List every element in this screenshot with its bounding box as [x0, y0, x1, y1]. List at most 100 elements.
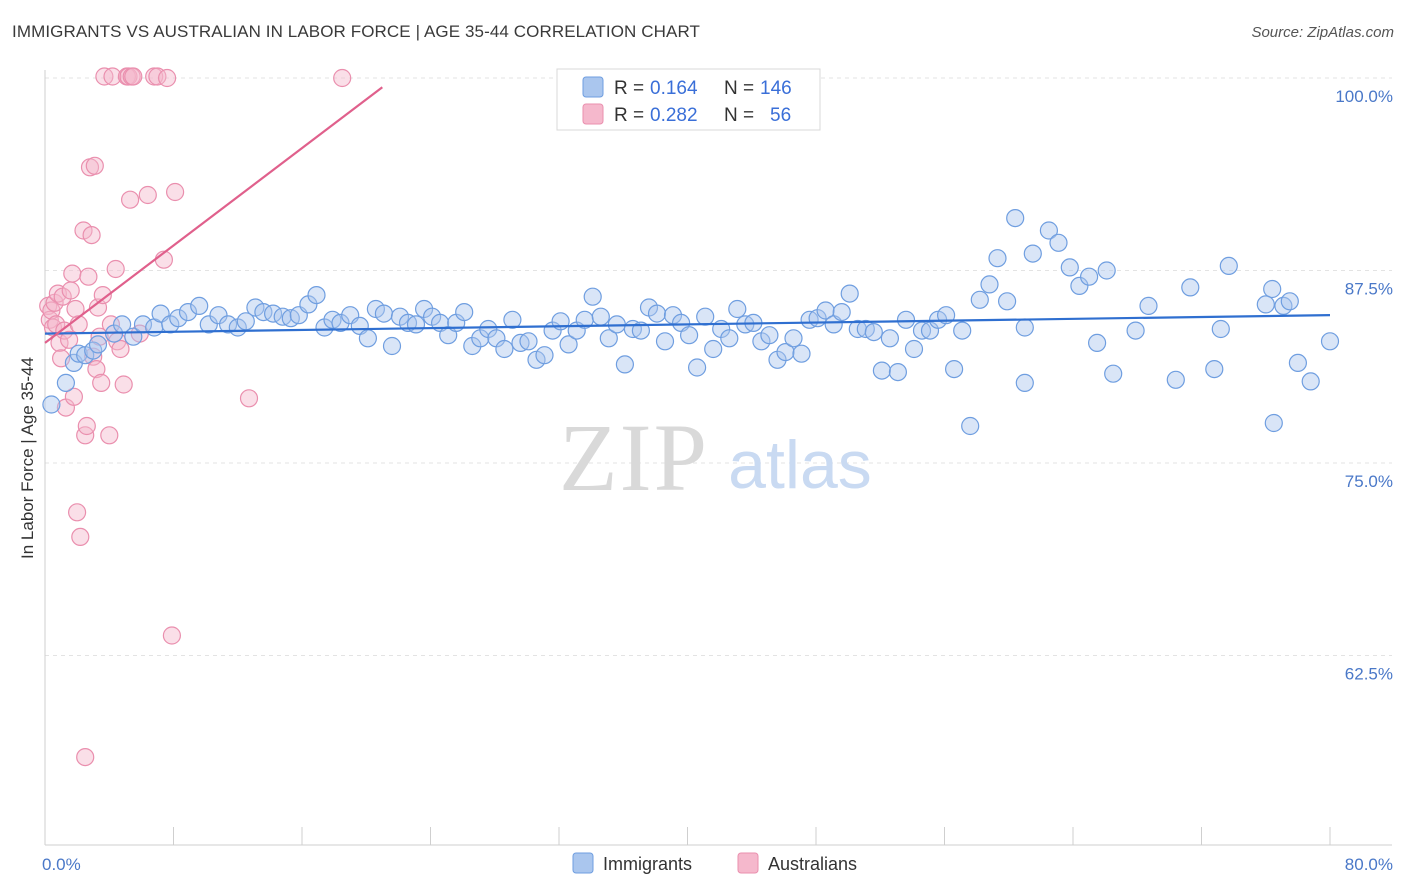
immigrants-point-117: [1023, 244, 1042, 263]
immigrants-point-134: [1256, 295, 1275, 314]
immigrants-point-123: [1079, 267, 1099, 286]
australians-point-27: [85, 156, 104, 175]
immigrants-point-140: [1301, 372, 1320, 391]
immigrants-point-71: [647, 304, 667, 323]
australians-point-39: [111, 339, 130, 359]
immigrants-point-53: [503, 310, 522, 329]
immigrants-point-133: [1219, 256, 1238, 275]
australians-point-21: [76, 426, 95, 445]
immigrants-point-98: [864, 323, 883, 342]
immigrants-point-141: [1320, 332, 1340, 351]
immigrants-point-111: [970, 290, 989, 309]
x-tick-labels: 0.0% 80.0%: [42, 855, 1393, 874]
australians-points: [39, 67, 352, 767]
trend-lines: [44, 86, 1331, 344]
immigrants-point-16: [190, 296, 209, 315]
legend-n-value-2: 56: [770, 105, 791, 126]
immigrants-point-113: [988, 249, 1007, 268]
legend-r-value-1: 0.164: [650, 78, 698, 99]
watermark-zip: ZIP: [559, 404, 709, 511]
immigrants-point-137: [1274, 296, 1293, 315]
immigrants-point-132: [1211, 319, 1230, 339]
immigrants-point-119: [1039, 221, 1059, 240]
immigrants-point-103: [904, 339, 924, 359]
australians-point-19: [71, 527, 90, 547]
australians-point-37: [106, 259, 125, 279]
immigrants-point-29: [307, 286, 326, 305]
immigrants-point-35: [358, 329, 377, 348]
legend-n-label-1: N =: [724, 78, 754, 99]
immigrants-point-128: [1139, 296, 1158, 315]
australians-point-36: [103, 67, 122, 86]
immigrants-point-136: [1264, 413, 1283, 433]
immigrants-point-109: [953, 321, 972, 340]
australians-point-31: [92, 373, 111, 392]
bottom-legend-immigrants: Immigrants: [603, 854, 692, 874]
australians-point-47: [138, 185, 157, 205]
immigrants-point-77: [696, 307, 715, 326]
bottom-legend: Immigrants Australians: [572, 852, 857, 874]
legend-n-label-2: N =: [724, 105, 754, 126]
australians-point-55: [333, 68, 352, 88]
australians-point-40: [114, 375, 133, 394]
immigrants-point-127: [1126, 321, 1145, 340]
immigrants-point-15: [178, 303, 198, 322]
immigrants-point-52: [495, 339, 514, 359]
australians-point-13: [61, 281, 80, 300]
legend-r-value-2: 0.282: [650, 105, 698, 126]
immigrants-point-32: [331, 313, 350, 332]
immigrants-point-129: [1166, 370, 1185, 389]
immigrants-point-94: [832, 303, 851, 322]
immigrants-point-18: [209, 306, 228, 325]
australians-point-28: [87, 360, 106, 379]
y-tick-label-3: 62.5%: [1345, 665, 1393, 684]
immigrants-point-121: [1060, 258, 1079, 277]
immigrants-points: [42, 209, 1340, 436]
immigrants-point-75: [679, 326, 699, 345]
immigrants-point-135: [1263, 279, 1282, 299]
y-axis-label: In Labor Force | Age 35-44: [18, 357, 37, 559]
legend-n-value-1: 146: [760, 78, 792, 99]
immigrants-point-138: [1280, 292, 1299, 311]
australians-point-51: [158, 68, 177, 88]
y-tick-label-0: 100.0%: [1335, 87, 1393, 106]
immigrants-point-88: [784, 329, 803, 348]
immigrants-point-125: [1097, 261, 1116, 280]
australians-point-14: [63, 264, 82, 283]
australians-point-32: [93, 286, 112, 305]
immigrants-point-3: [69, 344, 88, 363]
y-tick-label-1: 87.5%: [1345, 280, 1393, 299]
immigrants-point-41: [406, 315, 426, 334]
australians-point-56: [76, 747, 95, 767]
immigrants-point-116: [1015, 318, 1034, 337]
bottom-legend-swatch-immigrants: [572, 852, 594, 874]
immigrants-point-122: [1070, 276, 1089, 295]
chart-title: IMMIGRANTS VS AUSTRALIAN IN LABOR FORCE …: [12, 22, 700, 41]
watermark: ZIP atlas: [559, 404, 872, 511]
immigrants-point-65: [599, 329, 618, 348]
australians-point-23: [79, 267, 98, 286]
immigrants-point-92: [816, 301, 835, 320]
immigrants-point-126: [1104, 364, 1123, 383]
immigrants-point-124: [1087, 333, 1107, 352]
immigrants-point-118: [1015, 373, 1034, 392]
immigrants-point-0: [42, 395, 61, 414]
immigrants-point-67: [615, 355, 635, 374]
immigrants-point-120: [1049, 233, 1068, 252]
immigrants-point-99: [872, 361, 892, 380]
immigrants-point-78: [704, 339, 723, 359]
source-label: Source: ZipAtlas.com: [1251, 24, 1394, 41]
immigrants-point-115: [1006, 209, 1025, 228]
australians-point-43: [121, 190, 140, 209]
immigrants-point-80: [720, 329, 739, 348]
immigrants-point-110: [961, 416, 980, 436]
immigrants-point-81: [728, 299, 747, 319]
australians-point-16: [66, 299, 85, 319]
immigrants-point-37: [374, 304, 393, 323]
immigrants-point-76: [687, 358, 707, 377]
immigrants-point-108: [944, 360, 964, 379]
immigrants-point-101: [888, 363, 908, 382]
immigrants-point-57: [535, 346, 554, 365]
australians-point-25: [82, 226, 101, 245]
